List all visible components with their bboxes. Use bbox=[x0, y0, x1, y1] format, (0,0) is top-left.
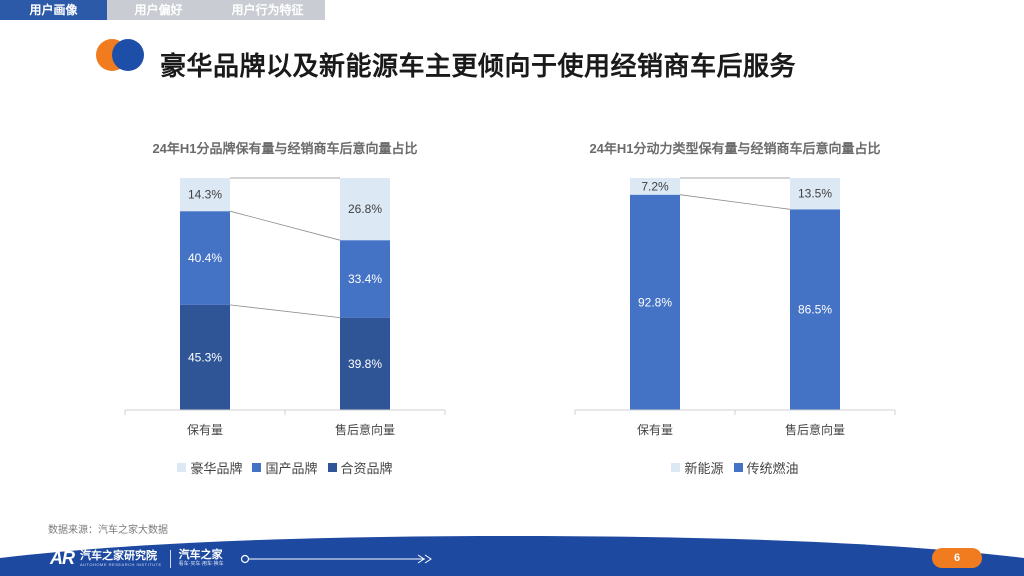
data-source: 数据来源：汽车之家大数据 bbox=[48, 525, 168, 536]
brand-logo-icon: AR bbox=[50, 548, 75, 568]
brand2-name: 汽车之家 bbox=[178, 549, 223, 561]
footer-bar bbox=[0, 536, 1024, 576]
bar-segment-1-2 bbox=[790, 209, 840, 410]
bar-segment-1-2 bbox=[340, 317, 390, 410]
footer-brand: AR 汽车之家研究院 AUTOHOME RESEARCH INSTITUTE 汽… bbox=[50, 548, 224, 569]
data-label: 33.4% bbox=[348, 272, 382, 286]
page-title: 豪华品牌以及新能源车主更倾向于使用经销商车后服务 bbox=[160, 51, 797, 81]
blue-dot bbox=[112, 39, 144, 71]
brand-chart-legend: 豪华品牌 国产品牌 合资品牌 bbox=[110, 458, 460, 477]
legend-swatch bbox=[252, 463, 262, 472]
legend-label: 国产品牌 bbox=[265, 461, 318, 476]
data-label: 40.4% bbox=[188, 251, 222, 265]
data-label: 86.5% bbox=[798, 303, 832, 317]
category-label: 保有量 bbox=[187, 423, 223, 437]
legend-label: 传统燃油 bbox=[746, 461, 799, 476]
data-label: 26.8% bbox=[348, 202, 382, 216]
legend-label: 合资品牌 bbox=[340, 461, 393, 476]
legend-swatch bbox=[733, 463, 743, 472]
power-chart-legend: 新能源 传统燃油 bbox=[560, 458, 910, 477]
data-label: 7.2% bbox=[641, 179, 669, 193]
bar-segment-2-2 bbox=[790, 178, 840, 210]
power-chart: 24年H1分动力类型保有量与经销商车后意向量占比 92.8% 7.2% 保有量 86.… bbox=[560, 130, 980, 477]
tab-user-preference[interactable]: 用户偏好 bbox=[107, 0, 210, 20]
category-label: 售后意向量 bbox=[335, 422, 395, 437]
brand2-sub: 看车·买车·用车·换车 bbox=[178, 561, 224, 567]
connector-line bbox=[229, 304, 341, 319]
legend-swatch bbox=[671, 463, 681, 472]
data-label: 39.8% bbox=[348, 357, 382, 371]
legend-item: 国产品牌 bbox=[252, 458, 318, 477]
page-number: 6 bbox=[932, 548, 982, 568]
brand-chart: 24年H1分品牌保有量与经销商车后意向量占比 45.3% 40.4% 14.3% 保有… bbox=[110, 130, 530, 477]
brand-separator bbox=[169, 549, 171, 568]
legend-swatch bbox=[177, 463, 187, 472]
title-dots-icon bbox=[96, 38, 144, 72]
legend-label: 豪华品牌 bbox=[190, 461, 243, 476]
data-label: 14.3% bbox=[188, 188, 222, 202]
data-label: 45.3% bbox=[188, 350, 222, 364]
data-label: 92.8% bbox=[638, 295, 672, 309]
legend-swatch bbox=[327, 463, 337, 472]
connector-line bbox=[229, 210, 341, 241]
chart-title: 24年H1分动力类型保有量与经销商车后意向量占比 bbox=[589, 141, 881, 156]
legend-item: 新能源 bbox=[671, 458, 724, 477]
brand-chart-plot: 45.3% 40.4% 14.3% 保有量 39.8% 33.4% 26.8% 售后意向量 bbox=[124, 177, 446, 437]
bar-segment-2-2 bbox=[340, 240, 390, 318]
bar-segment-2-1 bbox=[180, 211, 230, 305]
legend-item: 传统燃油 bbox=[733, 458, 799, 477]
chart-title: 24年H1分品牌保有量与经销商车后意向量占比 bbox=[152, 141, 418, 156]
category-label: 售后意向量 bbox=[785, 422, 845, 437]
data-label: 13.5% bbox=[798, 187, 832, 201]
footer-arrow-icon bbox=[240, 554, 432, 564]
bar-segment-2-1 bbox=[630, 178, 680, 195]
brand-name: 汽车之家研究院 bbox=[80, 549, 157, 562]
bar-segment-1-1 bbox=[180, 304, 230, 410]
tab-user-profile[interactable]: 用户画像 bbox=[0, 0, 107, 20]
connector-line bbox=[679, 194, 791, 210]
bar-segment-1-1 bbox=[630, 194, 680, 410]
brand-sub: AUTOHOME RESEARCH INSTITUTE bbox=[80, 561, 162, 567]
top-tabs: 用户画像 用户偏好 用户行为特征 bbox=[0, 0, 325, 20]
legend-item: 合资品牌 bbox=[327, 458, 393, 477]
category-label: 保有量 bbox=[637, 423, 673, 437]
bar-segment-3-2 bbox=[340, 178, 390, 241]
legend-item: 豪华品牌 bbox=[177, 458, 242, 477]
legend-label: 新能源 bbox=[684, 461, 724, 476]
bar-segment-3-1 bbox=[180, 178, 230, 212]
power-chart-plot: 92.8% 7.2% 保有量 86.5% 13.5% 售后意向量 bbox=[574, 177, 896, 437]
tab-user-behavior[interactable]: 用户行为特征 bbox=[210, 0, 325, 20]
